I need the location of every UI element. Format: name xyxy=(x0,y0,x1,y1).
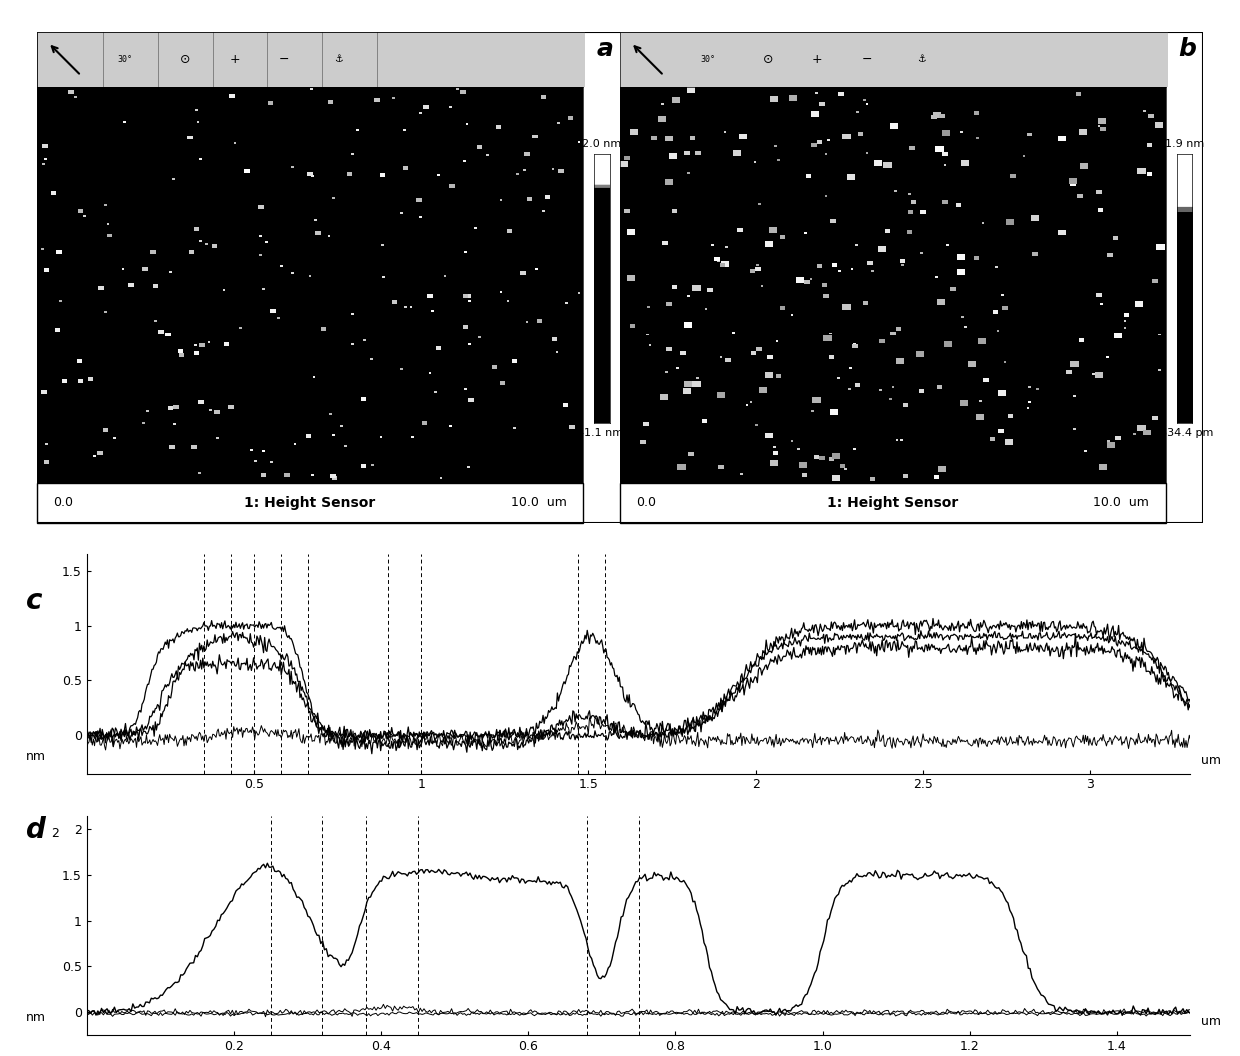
Text: 1: Height Sensor: 1: Height Sensor xyxy=(244,495,376,510)
Text: ⚓: ⚓ xyxy=(335,54,343,64)
Text: c: c xyxy=(26,587,42,616)
Text: -1.1 nm: -1.1 nm xyxy=(580,429,624,438)
Text: 0.0: 0.0 xyxy=(636,496,656,509)
FancyBboxPatch shape xyxy=(37,32,1203,523)
Text: −: − xyxy=(279,53,289,65)
Text: +: + xyxy=(812,53,822,65)
Text: ⊙: ⊙ xyxy=(763,53,774,65)
Text: ⊙: ⊙ xyxy=(180,53,191,65)
Text: 0.0: 0.0 xyxy=(53,496,73,509)
Text: a: a xyxy=(596,37,614,61)
Text: 10.0  um: 10.0 um xyxy=(1094,496,1149,509)
Text: 1: Height Sensor: 1: Height Sensor xyxy=(827,495,959,510)
Text: um: um xyxy=(1202,1015,1221,1029)
Text: nm: nm xyxy=(26,750,46,762)
Text: b: b xyxy=(1179,37,1197,61)
Text: ⚓: ⚓ xyxy=(918,54,926,64)
Text: um: um xyxy=(1202,754,1221,767)
Text: -834.4 pm: -834.4 pm xyxy=(1156,429,1213,438)
Text: 1.9 nm: 1.9 nm xyxy=(1164,138,1204,149)
Text: 10.0  um: 10.0 um xyxy=(511,496,567,509)
Text: 30°: 30° xyxy=(118,55,133,63)
Text: d: d xyxy=(26,815,46,844)
Text: nm: nm xyxy=(26,1011,46,1024)
Text: 2: 2 xyxy=(51,827,60,840)
Text: −: − xyxy=(862,53,872,65)
Text: +: + xyxy=(229,53,239,65)
Text: 30°: 30° xyxy=(701,55,715,63)
Text: 2.0 nm: 2.0 nm xyxy=(582,138,621,149)
